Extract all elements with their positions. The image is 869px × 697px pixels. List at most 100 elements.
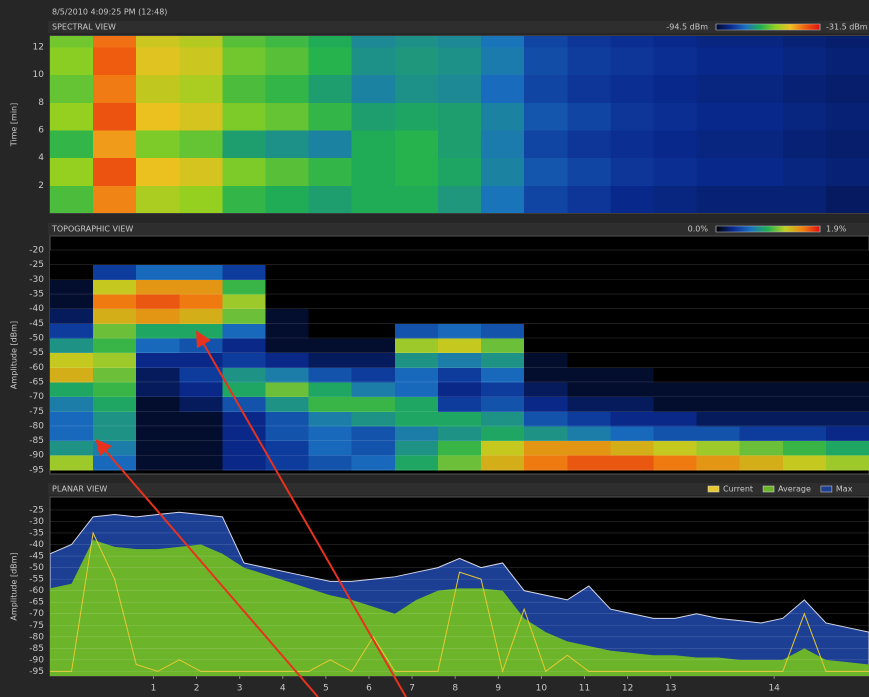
heat-cell (524, 36, 568, 48)
heat-cell (481, 455, 525, 470)
heat-cell (697, 294, 741, 309)
heat-cell (309, 158, 353, 186)
y-tick-label: -55 (29, 575, 44, 585)
heat-cell (740, 323, 784, 338)
heat-cell (524, 323, 568, 338)
heat-cell (481, 397, 525, 412)
heat-cell (610, 338, 654, 353)
y-tick-label: -65 (29, 377, 44, 387)
heat-cell (697, 47, 741, 75)
heat-cell (136, 102, 180, 130)
heat-cell (567, 411, 611, 426)
heat-cell (93, 36, 137, 48)
heat-cell (653, 185, 697, 213)
heat-cell (266, 130, 310, 158)
heat-cell (136, 441, 180, 456)
heat-cell (610, 397, 654, 412)
legend-swatch (708, 486, 719, 492)
heat-cell (783, 338, 827, 353)
heat-cell (136, 158, 180, 186)
x-tick-label: 3 (237, 684, 243, 694)
analyzer-screenshot: 8/5/2010 4:09:25 PM (12:48) SPECTRAL VIE… (0, 0, 869, 697)
heat-cell (653, 455, 697, 470)
y-tick-label: 12 (33, 43, 44, 53)
heat-cell (610, 250, 654, 265)
heat-cell (309, 250, 353, 265)
heat-cell (93, 397, 137, 412)
heat-cell (222, 294, 266, 309)
heat-cell (352, 338, 396, 353)
heat-cell (266, 279, 310, 294)
heat-cell (179, 158, 223, 186)
y-axis-label: Amplitude [dBm] (10, 552, 19, 620)
heat-cell (136, 265, 180, 280)
heat-cell (481, 279, 525, 294)
y-tick-label: -70 (29, 609, 44, 619)
heat-cell (222, 185, 266, 213)
heat-cell (179, 455, 223, 470)
heat-cell (395, 426, 439, 441)
heat-cell (352, 265, 396, 280)
heat-cell (697, 397, 741, 412)
legend-swatch (763, 486, 774, 492)
heat-cell (136, 294, 180, 309)
heat-cell (481, 411, 525, 426)
heat-cell (352, 294, 396, 309)
heat-cell (524, 294, 568, 309)
heat-cell (179, 47, 223, 75)
heat-cell (352, 455, 396, 470)
heat-cell (309, 382, 353, 397)
heat-cell (524, 75, 568, 103)
plot-content (50, 250, 869, 470)
heat-cell (179, 75, 223, 103)
heat-cell (438, 265, 482, 280)
heat-cell (783, 309, 827, 324)
heat-cell (266, 102, 310, 130)
heat-cell (438, 158, 482, 186)
heat-cell (438, 382, 482, 397)
heat-cell (50, 353, 94, 368)
heat-cell (567, 338, 611, 353)
heat-cell (524, 367, 568, 382)
heat-cell (524, 338, 568, 353)
heat-cell (567, 279, 611, 294)
heat-cell (481, 323, 525, 338)
heat-cell (136, 455, 180, 470)
heat-cell (266, 265, 310, 280)
heat-cell (352, 47, 396, 75)
heat-cell (352, 279, 396, 294)
heat-cell (481, 309, 525, 324)
heat-cell (309, 185, 353, 213)
y-tick-label: -70 (29, 392, 44, 402)
heat-cell (826, 338, 869, 353)
heat-cell (438, 279, 482, 294)
heat-cell (395, 455, 439, 470)
heat-cell (136, 323, 180, 338)
heat-cell (783, 441, 827, 456)
heat-cell (567, 102, 611, 130)
heat-cell (653, 265, 697, 280)
heat-cell (653, 158, 697, 186)
heat-cell (610, 279, 654, 294)
heat-cell (697, 250, 741, 265)
heat-cell (136, 47, 180, 75)
heat-cell (524, 265, 568, 280)
heat-cell (93, 130, 137, 158)
heat-cell (179, 185, 223, 213)
heat-cell (697, 382, 741, 397)
heat-cell (524, 411, 568, 426)
x-tick-label: 13 (665, 684, 676, 694)
heat-cell (266, 382, 310, 397)
heat-cell (481, 338, 525, 353)
heat-cell (783, 426, 827, 441)
heat-cell (826, 455, 869, 470)
heat-cell (136, 367, 180, 382)
heat-cell (524, 455, 568, 470)
heat-cell (481, 185, 525, 213)
heat-cell (524, 441, 568, 456)
heat-cell (309, 47, 353, 75)
heat-cell (653, 441, 697, 456)
heat-cell (740, 397, 784, 412)
heat-cell (309, 294, 353, 309)
heat-cell (481, 367, 525, 382)
